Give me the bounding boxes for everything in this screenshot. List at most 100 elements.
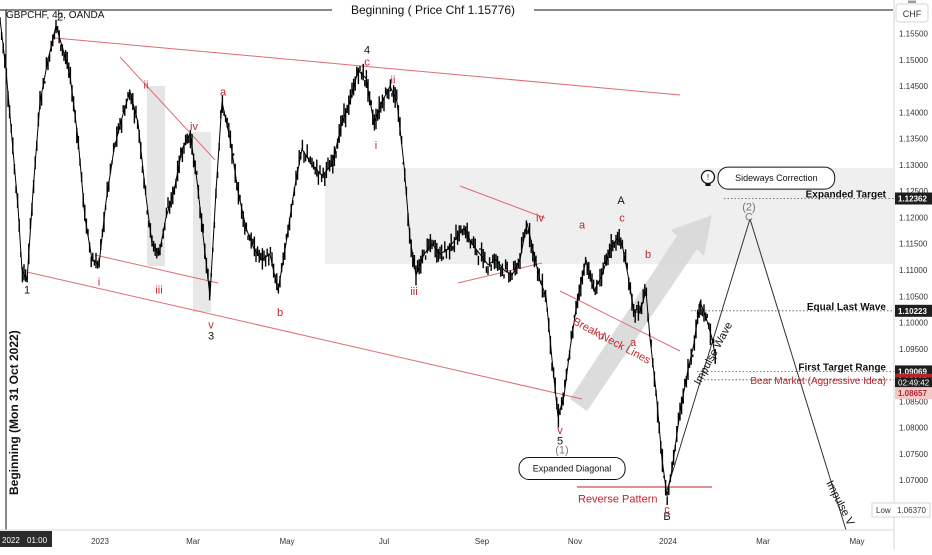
price-axis[interactable]: CHF ▬ 1.15500 1.15000 1.14500 1.14000 1.1350…	[893, 0, 932, 550]
extra-price-badge	[895, 387, 932, 400]
wave-label: iii	[155, 284, 162, 296]
wave-label: c	[619, 213, 625, 225]
level-badge-value: 1.12362	[898, 195, 927, 204]
wave-ii-iv-line	[119, 56, 216, 161]
svg-text:!: !	[707, 173, 709, 182]
wave-label: c	[364, 57, 370, 69]
level-badge	[895, 304, 932, 317]
background-zones	[147, 86, 893, 411]
banner-backdrop	[332, 2, 534, 18]
projection-down-line	[749, 218, 847, 531]
extra-price-value: 1.08657	[898, 389, 927, 398]
y-tick-label: 1.13500	[899, 135, 928, 144]
wave-label: i	[375, 140, 377, 152]
wave-label: (2)	[742, 201, 755, 213]
x-tick-label: 2023	[91, 537, 109, 546]
time-axis[interactable]: 2023 Mar May Jul Sep Nov 2024 Mar May 2022 01:00	[0, 529, 894, 547]
low-value: 1.06370	[897, 506, 926, 515]
wave-label: b	[645, 249, 651, 261]
lower-channel-line	[26, 271, 583, 400]
level-badges: 1.123621.102231.090691.0890902:49:421.08…	[895, 192, 932, 400]
menu-icon[interactable]: ▬	[908, 0, 916, 5]
wave-label: b	[277, 307, 283, 319]
y-tick-label: 1.10500	[899, 292, 928, 301]
symbol-label: GBPCHF, 4h, OANDA	[6, 10, 105, 21]
x-tick-label: Mar	[756, 537, 770, 546]
annotation-text: Impulse Wave	[692, 320, 735, 387]
annotation-text: Reverse Pattern	[578, 494, 657, 506]
currency-box[interactable]	[895, 3, 929, 23]
low-label: Low	[876, 506, 891, 515]
x-tick-label: May	[849, 537, 864, 546]
wave-label: iv	[536, 213, 544, 225]
projection-up-line	[666, 218, 751, 491]
wave-label: v	[557, 425, 563, 437]
y-tick-label: 1.10000	[899, 319, 928, 328]
countdown-text: 02:49:42	[898, 378, 930, 387]
target-level-label: Bear Market (Aggressive Idea)	[750, 376, 886, 387]
wave-label: iii	[410, 286, 417, 298]
x-tick-label: Jul	[379, 537, 389, 546]
level-badge-value: 1.10223	[898, 307, 927, 316]
target-level-label: Equal Last Wave	[807, 302, 887, 313]
wave-label: b	[598, 331, 604, 343]
trend-lines	[26, 37, 847, 531]
break-neck-line	[559, 290, 681, 352]
countdown-badge	[895, 377, 932, 389]
callout-text: Expanded Diagonal	[533, 464, 612, 474]
y-tick-label: 1.12000	[899, 214, 928, 223]
triangle-lower-line	[457, 262, 543, 284]
callout-bubble	[518, 457, 626, 480]
y-tick-label: 1.14000	[899, 108, 928, 117]
low-badge	[871, 502, 931, 518]
price-series	[0, 17, 717, 505]
wave-label: v	[208, 320, 214, 332]
x-tick-label: Nov	[568, 537, 582, 546]
y-tick-label: 1.11500	[899, 240, 928, 249]
wave-labels: 214ciiivaiiiiiiiv3biiiivAacbbav5(1)cB(2)…	[24, 11, 756, 523]
y-tick-label: 1.15500	[899, 30, 928, 39]
target-level-label: Expanded Target	[806, 190, 887, 201]
wave-label: ii	[144, 80, 149, 92]
x-tick-label: May	[279, 537, 294, 546]
start-date-label: 2022	[2, 536, 20, 545]
y-tick-label: 1.13000	[899, 161, 928, 170]
wave-label: (1)	[555, 445, 568, 457]
target-level-label: First Target Range	[798, 362, 886, 373]
wave-label: c	[664, 504, 670, 516]
price-line	[0, 18, 717, 496]
wave-i-iii-line	[94, 254, 219, 284]
wave-label: 5	[557, 436, 563, 448]
currency-label: CHF	[903, 9, 922, 19]
y-tick-label: 1.14500	[899, 82, 928, 91]
y-tick-label: 1.08000	[899, 424, 928, 433]
level-badge	[895, 192, 932, 205]
x-tick-label: Mar	[186, 537, 200, 546]
lightbulb-icon: !	[700, 169, 716, 186]
y-tick-label: 1.11000	[899, 266, 928, 275]
wave-label: 3	[208, 331, 214, 343]
wave-label: 1	[24, 284, 30, 296]
x-tick-label: 2024	[659, 537, 677, 546]
wave-label: A	[617, 195, 625, 207]
level-badge-value: 1.09069	[898, 367, 927, 376]
x-tick-label: Sep	[475, 537, 490, 546]
y-tick-label: 1.15000	[899, 56, 928, 65]
y-tick-labels: 1.15500 1.15000 1.14500 1.14000 1.13500 1.130…	[899, 30, 928, 512]
wave-label: B	[663, 511, 670, 523]
start-time-badge	[0, 531, 52, 547]
annotation-text: Impulse V	[823, 479, 856, 529]
wave-label: iv	[190, 121, 198, 133]
wave-ii-zone	[147, 86, 165, 266]
wave-label: 4	[364, 44, 370, 56]
y-tick-label: 1.07500	[899, 450, 928, 459]
wave-label: a	[630, 337, 637, 349]
wave-label: i	[98, 277, 100, 289]
callout-text: Sideways Correction	[735, 173, 818, 183]
upper-channel-line	[54, 37, 681, 96]
wave-label: 2	[57, 11, 63, 23]
y-tick-label: 1.12500	[899, 187, 928, 196]
